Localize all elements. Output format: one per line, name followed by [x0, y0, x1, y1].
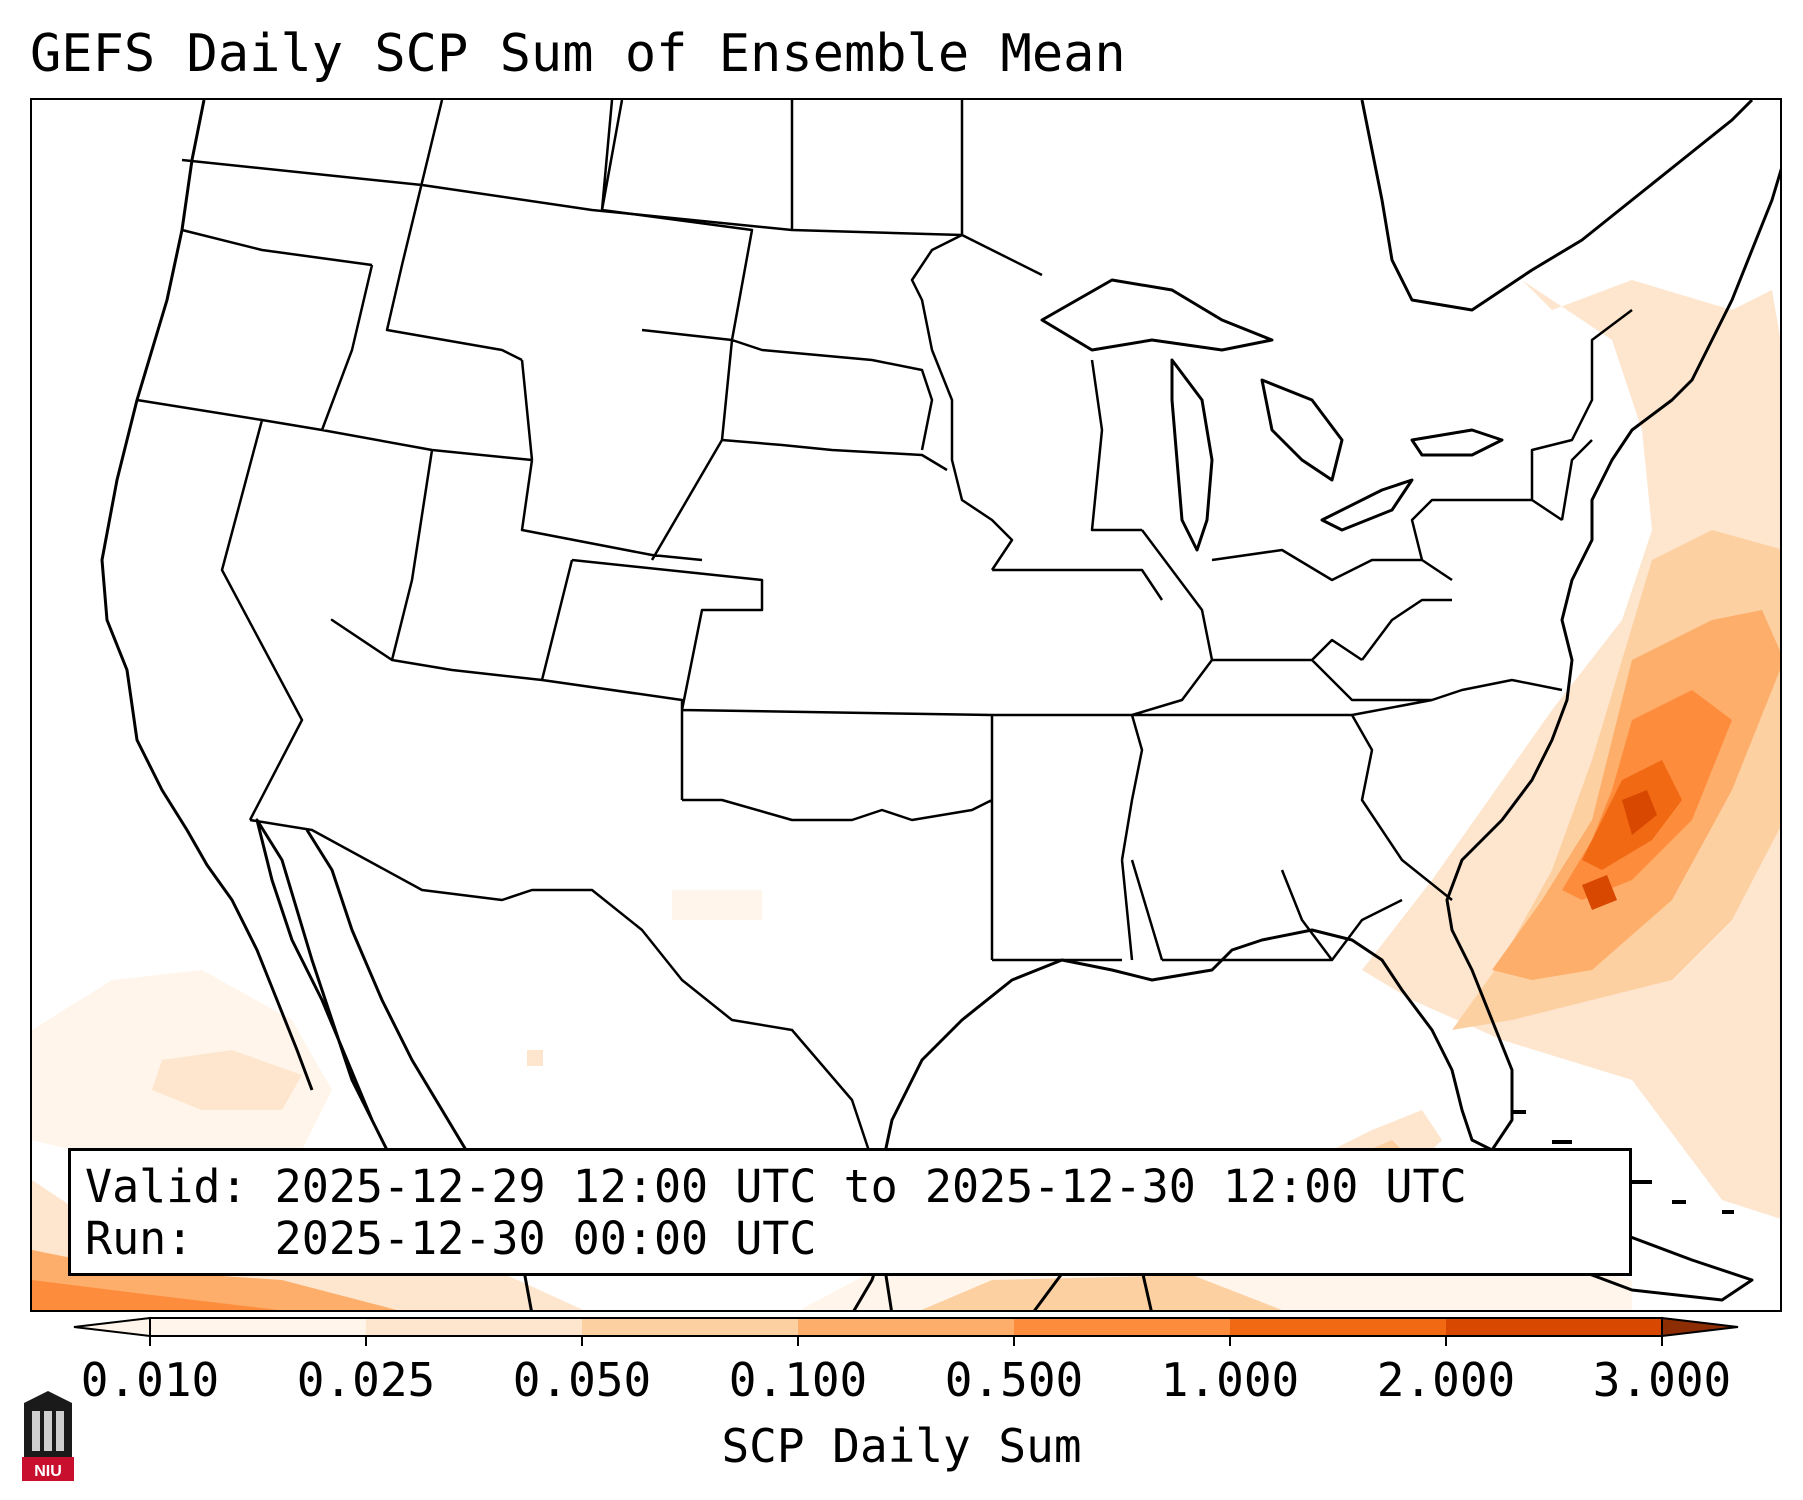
- colorbar-label: SCP Daily Sum: [721, 1419, 1082, 1473]
- scp-atlantic-peak: [1622, 790, 1657, 835]
- valid-time-text: Valid: 2025-12-29 12:00 UTC to 2025-12-3…: [85, 1160, 1467, 1213]
- lake-michigan: [1170, 358, 1214, 552]
- lake-huron: [1260, 378, 1344, 482]
- political-borders: [136, 100, 1633, 1191]
- colorbar-extend-max: [1661, 1316, 1739, 1338]
- colorbar-segment: [366, 1318, 582, 1336]
- scp-nm-spot: [672, 890, 762, 920]
- us-mexico-border: [249, 818, 884, 1191]
- colorbar-tick-label: 2.000: [1376, 1353, 1516, 1407]
- lake-superior: [1040, 278, 1274, 352]
- colorbar-outline: [149, 1317, 1663, 1337]
- bahamas-island-5: [1672, 1200, 1686, 1204]
- scp-atlantic-light: [1362, 280, 1780, 1219]
- run-time-text: Run: 2025-12-30 00:00 UTC: [85, 1212, 817, 1265]
- pacific-coastline: [100, 100, 314, 1091]
- map-svg: [32, 100, 1780, 1310]
- colorbar-segment: [798, 1318, 1014, 1336]
- colorbar-tick-label: 3.000: [1592, 1353, 1732, 1407]
- colorbar-tick-label: 0.050: [512, 1353, 652, 1407]
- us-canada-border: [181, 158, 1043, 277]
- bahamas-island-4: [1632, 1180, 1652, 1184]
- colorbar-tick-label: 0.010: [80, 1353, 220, 1407]
- bahamas-island-2: [1552, 1140, 1572, 1144]
- coastlines: [100, 100, 1780, 1310]
- gulf-coastline: [875, 168, 1780, 1310]
- colorbar-segment: [1446, 1318, 1662, 1336]
- scp-atlantic-peak2: [1582, 875, 1617, 910]
- scp-small-spot: [527, 1050, 543, 1066]
- colorbar-tick-label: 0.025: [296, 1353, 436, 1407]
- colorbar-segment: [1014, 1318, 1230, 1336]
- colorbar-segment: [582, 1318, 798, 1336]
- map-title: GEFS Daily SCP Sum of Ensemble Mean: [30, 24, 1126, 84]
- logo-text: NIU: [34, 1463, 62, 1480]
- niu-logo: NIU: [22, 1391, 74, 1481]
- canada-coast: [1360, 100, 1754, 312]
- scp-pacific-mid: [152, 1050, 302, 1110]
- validity-info-box: Valid: 2025-12-29 12:00 UTC to 2025-12-3…: [68, 1148, 1632, 1276]
- colorbar-segment: [150, 1318, 366, 1336]
- colorbar-tick-label: 1.000: [1160, 1353, 1300, 1407]
- scp-south-mid: [921, 1275, 1282, 1310]
- colorbar-tick-label: 0.500: [944, 1353, 1084, 1407]
- lake-ontario: [1410, 428, 1504, 457]
- bahamas-island-1: [1512, 1110, 1526, 1114]
- bahamas-island-6: [1722, 1210, 1734, 1214]
- state-borders: [136, 100, 1633, 962]
- colorbar-segment: [1230, 1318, 1446, 1336]
- map-panel: [30, 98, 1782, 1312]
- lake-erie: [1320, 478, 1414, 532]
- logo-banner: [22, 1457, 74, 1481]
- colorbar-extend-min: [73, 1316, 151, 1338]
- scp-pacific-low-strong: [32, 1280, 279, 1310]
- colorbar-tick-label: 0.100: [728, 1353, 868, 1407]
